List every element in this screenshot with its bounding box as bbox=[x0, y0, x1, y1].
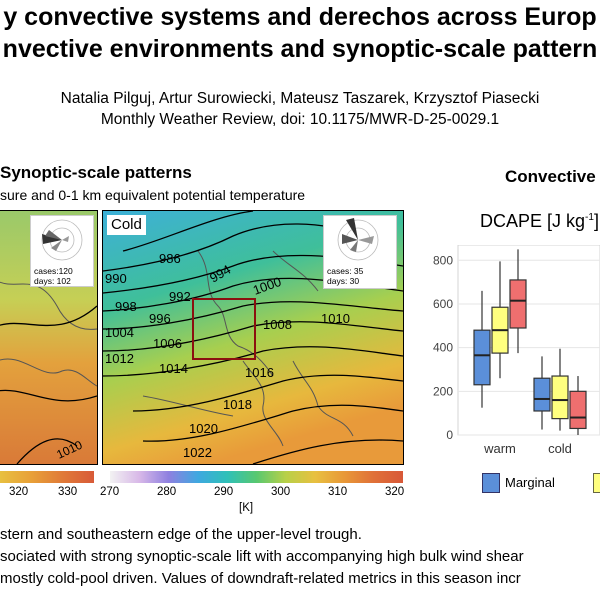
wind-rose-icon bbox=[337, 218, 379, 261]
box-warm-2 bbox=[509, 249, 527, 354]
contour-label: 1006 bbox=[153, 336, 182, 351]
colorbar-tick: 320 bbox=[385, 486, 405, 498]
contour-label: 1020 bbox=[189, 421, 218, 436]
box-cold-2 bbox=[569, 376, 587, 435]
y-tick-label: 200 bbox=[433, 384, 453, 398]
coastline bbox=[197, 250, 274, 377]
synoptic-subheading: sure and 0-1 km equivalent potential tem… bbox=[0, 187, 306, 203]
box-iqr bbox=[551, 375, 569, 420]
contour-label: 990 bbox=[105, 271, 127, 286]
isobar bbox=[142, 404, 403, 442]
contour-label: 1022 bbox=[183, 445, 212, 460]
box-iqr bbox=[473, 329, 491, 386]
colorbar-tick: 320 bbox=[9, 486, 29, 498]
chart-title-sup: -1 bbox=[585, 212, 594, 223]
isobar bbox=[252, 439, 403, 464]
wind-rose-cold: cases: 35 days: 30 bbox=[323, 215, 397, 289]
isobar bbox=[16, 438, 78, 464]
contour-label: 1012 bbox=[105, 351, 134, 366]
y-tick-label: 400 bbox=[433, 341, 453, 355]
box-iqr bbox=[569, 390, 587, 430]
synoptic-heading: Synoptic-scale patterns bbox=[0, 163, 192, 182]
coastline bbox=[272, 250, 319, 292]
region-box bbox=[192, 298, 256, 360]
contour-label: 1014 bbox=[159, 361, 188, 376]
box-warm-1 bbox=[491, 261, 509, 379]
wind-rose-cases: cases: 35 bbox=[327, 266, 364, 276]
coastline bbox=[0, 358, 97, 387]
isobar bbox=[103, 346, 403, 377]
box-cold-1 bbox=[551, 348, 569, 431]
wind-rose-days: days: 102 bbox=[34, 276, 71, 286]
poster-title-line2: nvective environments and synoptic-scale… bbox=[2, 35, 598, 63]
x-tick-label: cold bbox=[548, 441, 572, 456]
body-text-line3: mostly cold-pool driven. Values of downd… bbox=[0, 570, 521, 587]
wind-rose-cases: cases:120 bbox=[34, 266, 73, 276]
legend-label-marginal: Marginal bbox=[505, 475, 555, 490]
dcape-boxplot: 800 600 400 200 0 warm cold bbox=[433, 245, 600, 456]
map-panel-warm: 1010 cases:120 days: 102 bbox=[0, 210, 98, 465]
contour-label: 992 bbox=[169, 289, 191, 304]
colorbar-main bbox=[110, 471, 403, 483]
contour-label: 998 bbox=[115, 299, 137, 314]
isobar bbox=[0, 389, 97, 402]
contour-label: 986 bbox=[159, 251, 181, 266]
poster-title-line1: y convective systems and derechos across… bbox=[3, 3, 597, 31]
contour-label: 1008 bbox=[263, 317, 292, 332]
isobar bbox=[0, 305, 97, 327]
box-cold-0 bbox=[533, 356, 551, 430]
isobar bbox=[132, 374, 403, 412]
isobar bbox=[103, 301, 403, 330]
y-tick-label: 0 bbox=[446, 428, 453, 442]
dcape-chart-title: DCAPE [J kg-1] bbox=[480, 211, 599, 232]
y-axis: 800 600 400 200 0 bbox=[433, 253, 453, 442]
colorbar-tick: 310 bbox=[328, 486, 348, 498]
box-warm-0 bbox=[473, 290, 491, 408]
colorbar-tick: 330 bbox=[58, 486, 78, 498]
contour-label: 1016 bbox=[245, 365, 274, 380]
body-text-line2: sociated with strong synoptic-scale lift… bbox=[0, 548, 524, 565]
wind-rose-days: days: 30 bbox=[327, 276, 360, 286]
chart-title-text: DCAPE [J kg bbox=[480, 211, 586, 231]
map-panel-cold: 986 990 992 994 996 998 1000 1004 1006 1… bbox=[102, 210, 404, 465]
legend-swatch-2 bbox=[593, 473, 600, 493]
colorbar-tick: 270 bbox=[100, 486, 120, 498]
box-iqr bbox=[533, 377, 551, 412]
colorbar-tick: 290 bbox=[214, 486, 234, 498]
colorbar-left bbox=[0, 471, 94, 483]
chart-title-close: ] bbox=[593, 211, 599, 231]
x-axis: warm cold bbox=[483, 441, 572, 456]
y-tick-label: 600 bbox=[433, 297, 453, 311]
x-tick-label: warm bbox=[483, 441, 516, 456]
body-text-line1: stern and southeastern edge of the upper… bbox=[0, 526, 362, 543]
convective-heading: Convective bbox=[505, 167, 596, 186]
y-tick-label: 800 bbox=[433, 253, 453, 267]
isobar bbox=[122, 211, 254, 252]
colorbar-unit: [K] bbox=[239, 502, 254, 514]
map-cold-svg: 986 990 992 994 996 998 1000 1004 1006 1… bbox=[103, 211, 403, 464]
boxes bbox=[473, 249, 587, 435]
box-iqr bbox=[509, 279, 527, 329]
citation: Monthly Weather Review, doi: 10.1175/MWR… bbox=[100, 111, 500, 128]
colorbar-tick: 300 bbox=[271, 486, 291, 498]
coastline bbox=[0, 281, 97, 330]
coastline bbox=[242, 360, 284, 447]
contour-label: 1010 bbox=[321, 311, 350, 326]
contour-label: 1018 bbox=[223, 397, 252, 412]
wind-rose-icon bbox=[41, 219, 83, 261]
legend-swatch-marginal bbox=[482, 473, 500, 493]
contour-label: 1004 bbox=[105, 325, 134, 340]
colorbar-tick: 280 bbox=[157, 486, 177, 498]
isobar bbox=[103, 321, 403, 352]
contour-label: 996 bbox=[149, 311, 171, 326]
wind-rose-warm: cases:120 days: 102 bbox=[30, 215, 94, 287]
authors: Natalia Pilguj, Artur Surowiecki, Mateus… bbox=[60, 90, 540, 107]
panel-label-cold: Cold bbox=[107, 215, 146, 235]
